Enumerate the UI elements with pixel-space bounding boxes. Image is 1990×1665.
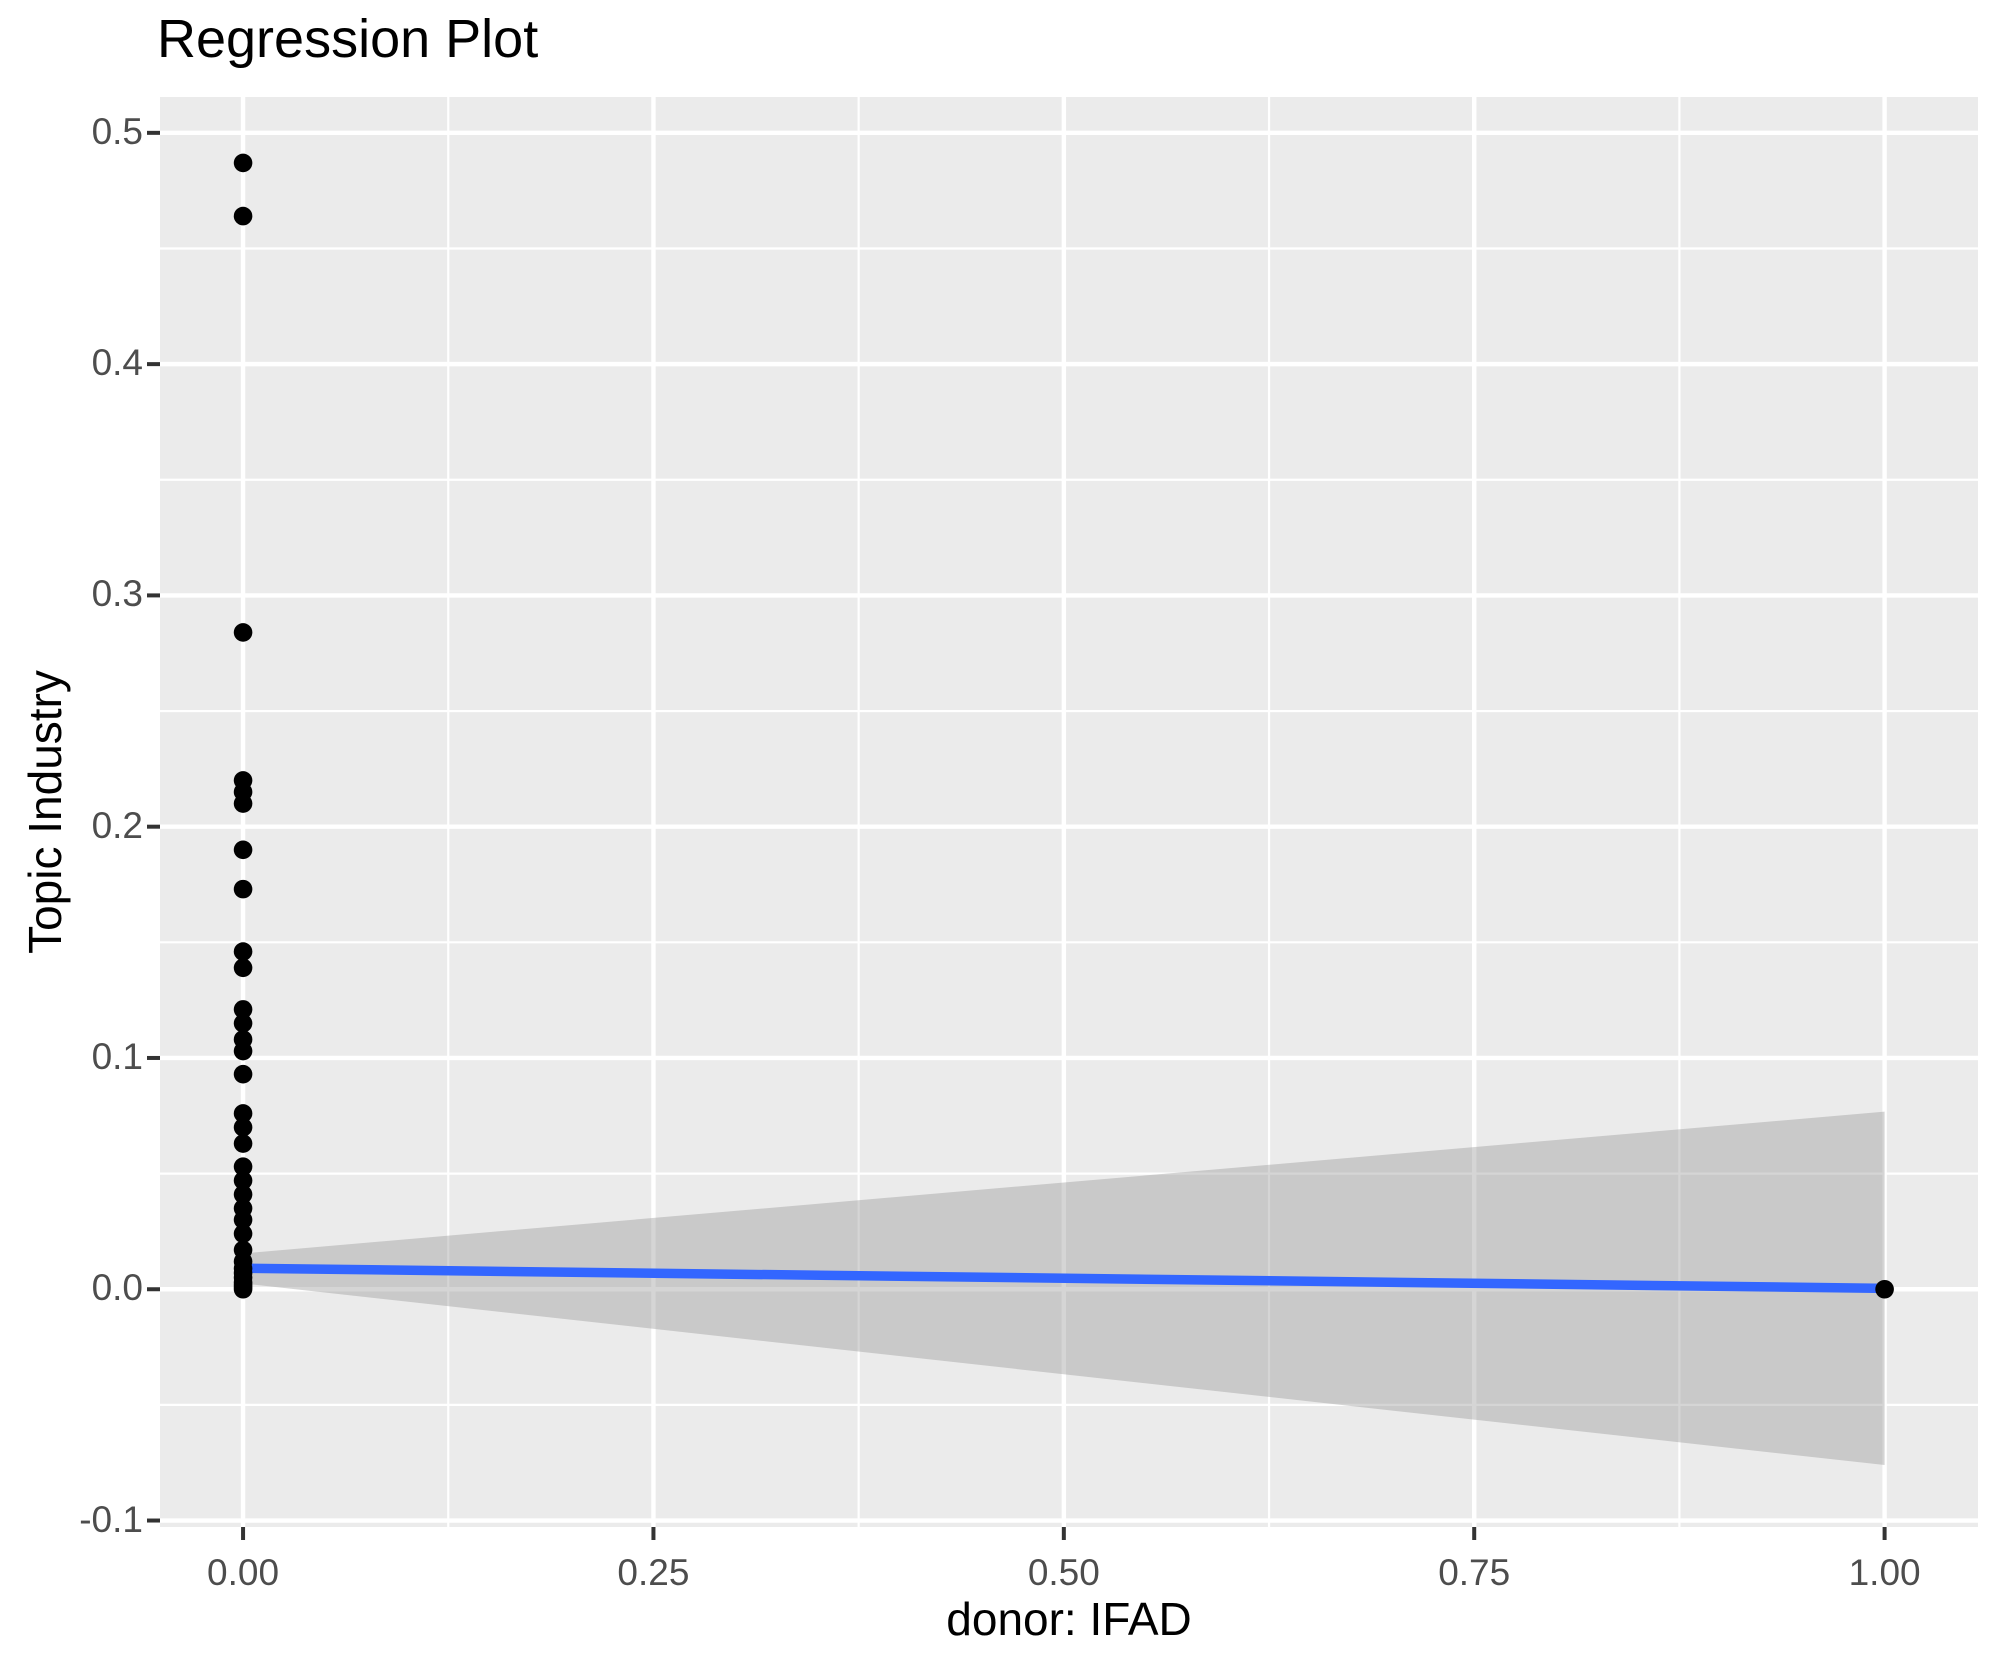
regression-line (243, 1263, 1885, 1294)
x-tick-label: 0.25 (617, 1552, 690, 1593)
data-point (233, 942, 253, 961)
data-point (233, 1224, 253, 1244)
data-point (233, 840, 253, 860)
y-tick-label: 0.2 (91, 804, 143, 846)
data-point (233, 1000, 253, 1019)
plot-title: Regression Plot (157, 9, 539, 69)
y-tick-label: -0.1 (79, 1498, 143, 1540)
data-point (233, 623, 253, 642)
y-tick-label: 0.0 (91, 1267, 143, 1309)
data-point (233, 1013, 253, 1033)
data-point (233, 1171, 253, 1190)
x-tick-label: 0.75 (1438, 1552, 1511, 1593)
data-point (233, 206, 253, 226)
confidence-band (243, 1111, 1885, 1466)
x-tick-label: 0.00 (207, 1552, 280, 1593)
y-tick-label: 0.5 (91, 111, 143, 153)
data-point (233, 1134, 253, 1153)
data-point (233, 1118, 253, 1137)
data-point (233, 1157, 253, 1176)
y-tick-label: 0.1 (91, 1036, 143, 1078)
x-axis-title: donor: IFAD (946, 1593, 1192, 1645)
data-point (233, 1210, 253, 1230)
data-point (233, 1185, 253, 1204)
data-point (233, 879, 253, 899)
data-point (233, 1064, 253, 1084)
y-tick-label: 0.3 (91, 573, 143, 615)
data-point (1875, 1279, 1894, 1299)
data-point (233, 1279, 253, 1299)
x-tick-label: 0.50 (1027, 1552, 1100, 1593)
x-tick-label: 1.00 (1848, 1552, 1921, 1593)
data-point (233, 153, 253, 173)
data-point (233, 794, 253, 813)
data-point (233, 958, 253, 978)
data-point (233, 1041, 253, 1061)
y-tick-label: 0.4 (91, 342, 143, 384)
data-point (233, 1104, 253, 1123)
